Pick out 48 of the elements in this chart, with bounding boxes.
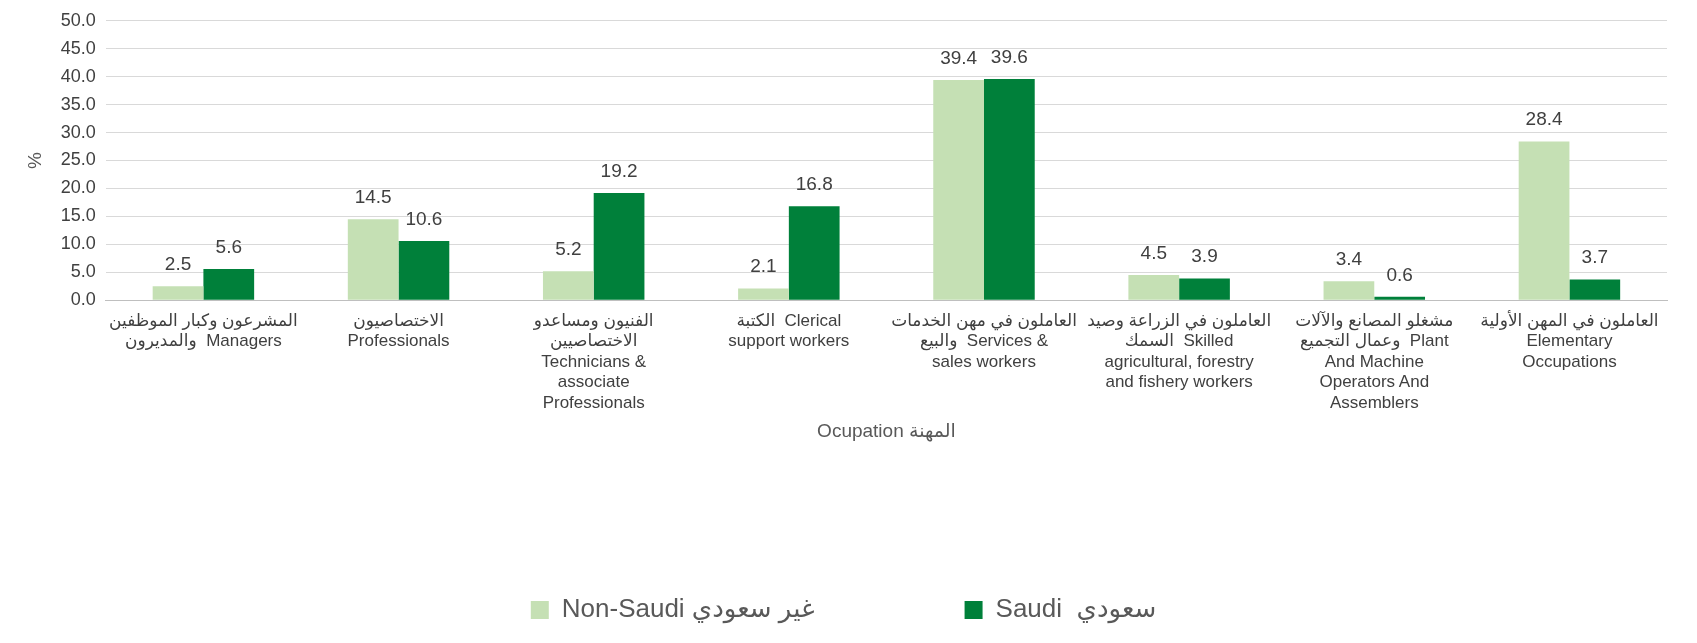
- data-label: 5.6: [215, 235, 242, 257]
- bar: [1179, 278, 1230, 300]
- data-label: 2.5: [164, 252, 192, 274]
- y-tick-label: 5.0: [70, 261, 96, 282]
- data-label: 39.6: [990, 45, 1028, 67]
- data-label: 39.4: [940, 46, 978, 68]
- bar: [398, 240, 450, 300]
- y-tick-label: 45.0: [60, 37, 96, 58]
- bar: [1374, 296, 1426, 300]
- data-label: 16.8: [795, 173, 833, 195]
- bar: [788, 206, 840, 300]
- legend-label: Non-Saudi غير سعودي: [561, 593, 815, 625]
- y-tick-label: 10.0: [60, 233, 96, 254]
- y-tick-label: 0.0: [70, 289, 96, 310]
- bar: [1323, 281, 1375, 300]
- y-tick-label: 50.0: [60, 9, 96, 30]
- y-tick-label: 30.0: [60, 121, 96, 142]
- data-label: 14.5: [354, 185, 392, 207]
- bar: [152, 286, 204, 300]
- y-tick-label: 40.0: [60, 65, 96, 86]
- y-tick-label: 35.0: [60, 93, 96, 114]
- bar: [203, 268, 255, 300]
- bar: [933, 80, 984, 300]
- bar: [542, 271, 594, 300]
- legend-label: Saudi سعودي: [995, 593, 1157, 625]
- data-label: 2.1: [750, 255, 777, 277]
- data-label: 4.5: [1140, 241, 1167, 263]
- x-tick-label: المشرعون وكبار الموظفين والمديرون Managers: [109, 311, 298, 351]
- data-label: 19.2: [600, 159, 638, 181]
- bar: [593, 192, 645, 300]
- y-tick-label: 20.0: [60, 177, 96, 198]
- data-label: 3.7: [1581, 246, 1609, 268]
- y-tick-label: 25.0: [60, 149, 96, 170]
- data-label: 0.6: [1386, 263, 1413, 285]
- bar: [738, 288, 789, 300]
- bar: [1569, 279, 1621, 300]
- data-label: 5.2: [555, 237, 582, 259]
- data-label: 10.6: [405, 207, 443, 229]
- data-label: 28.4: [1525, 108, 1563, 130]
- bar: [1128, 275, 1180, 300]
- bar: [1518, 141, 1570, 300]
- bar: [983, 78, 1035, 300]
- data-label: 3.9: [1191, 245, 1218, 267]
- y-axis-title: %: [23, 151, 45, 169]
- data-label: 3.4: [1335, 247, 1363, 269]
- y-tick-label: 15.0: [60, 205, 96, 226]
- x-axis-title: Ocupation المهنة: [817, 419, 956, 442]
- bar: [347, 219, 399, 300]
